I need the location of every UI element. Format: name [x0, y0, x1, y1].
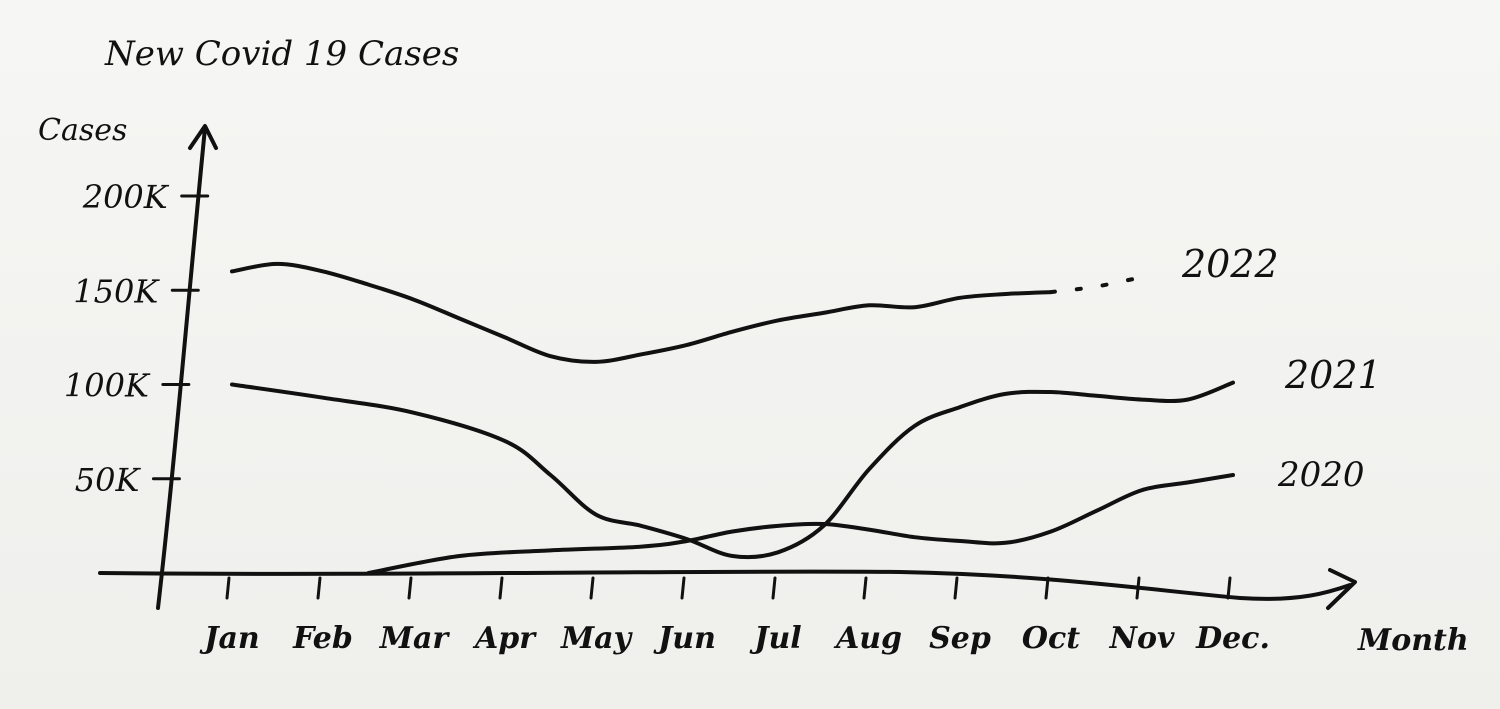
x-tick-mark: [225, 576, 231, 600]
x-tick-mark: [680, 576, 686, 600]
series-line-2022-dotted-extension: [1049, 275, 1144, 295]
chart-title: New Covid 19 Cases: [104, 34, 459, 74]
x-ticks: Jan Feb Mar Apr May Jun Jul Aug Sep Oct Nov Dec.: [199, 576, 1270, 656]
x-tick-label: Jan: [199, 621, 259, 656]
series-label-2021: 2021: [1284, 353, 1382, 397]
x-tick-mark: [316, 576, 322, 600]
x-tick-label: Aug: [833, 621, 902, 656]
x-axis-line: [98, 569, 1352, 601]
y-tick-label: 200K: [82, 178, 170, 216]
x-tick-mark: [589, 576, 595, 600]
x-tick-mark: [498, 576, 504, 600]
y-tick-label: 50K: [75, 461, 142, 499]
x-axis-arrowhead: [1326, 568, 1357, 610]
x-tick-label: Feb: [292, 621, 353, 656]
x-axis-label: Month: [1357, 623, 1469, 658]
x-tick-label: Mar: [379, 621, 451, 656]
x-tick-mark: [407, 576, 413, 600]
y-tick-label: 150K: [73, 272, 160, 310]
x-tick-label: Jul: [749, 621, 801, 656]
y-axis-arrowhead: [188, 124, 218, 150]
y-axis-line: [156, 126, 207, 610]
series-label-2022: 2022: [1181, 242, 1279, 286]
series-lines: [230, 261, 1235, 575]
x-tick-label: Sep: [929, 621, 991, 656]
x-tick-mark: [1135, 576, 1141, 600]
y-tick-label: 100K: [64, 367, 151, 405]
y-axis-label: Cases: [38, 113, 127, 148]
x-tick-mark: [953, 576, 959, 600]
x-tick-mark: [1226, 576, 1232, 600]
series-label-2020: 2020: [1277, 455, 1365, 495]
series-line-2021: [230, 380, 1235, 560]
axes: [98, 124, 1357, 610]
x-tick-label: Nov: [1109, 621, 1175, 656]
series-line-2020: [366, 473, 1235, 575]
x-tick-mark: [1044, 576, 1050, 600]
x-tick-label: Apr: [472, 621, 537, 656]
x-tick-mark: [862, 576, 868, 600]
x-tick-label: May: [560, 621, 634, 656]
x-tick-label: Dec.: [1195, 621, 1270, 656]
x-tick-label: Oct: [1022, 621, 1080, 656]
series-line-2022: [230, 261, 1053, 364]
x-tick-mark: [771, 576, 777, 600]
y-ticks: 50K 100K 150K 200K: [64, 178, 210, 499]
x-tick-label: Jun: [653, 621, 716, 656]
